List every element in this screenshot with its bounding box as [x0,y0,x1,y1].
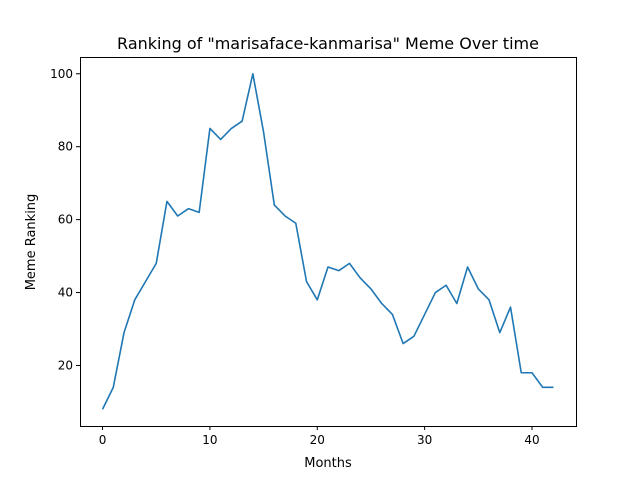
y-axis: 20 40 60 80 100 [50,67,80,372]
y-axis-label: Meme Ranking [24,194,39,291]
chart-title: Ranking of "marisaface-kanmarisa" Meme O… [117,34,539,53]
y-tick-label: 20 [58,358,73,372]
x-tick-label: 0 [99,433,107,447]
plot-area [80,57,577,427]
x-tick-label: 10 [202,433,217,447]
x-axis: 0 10 20 30 40 [99,426,540,447]
x-tick-label: 30 [417,433,432,447]
series-line [101,72,554,410]
series-layer [101,72,554,410]
x-tick-label: 40 [524,433,539,447]
x-axis-label: Months [304,456,352,471]
y-tick-label: 60 [58,213,73,227]
y-tick-label: 40 [58,286,73,300]
y-tick-label: 80 [58,140,73,154]
y-tick-label: 100 [50,67,73,81]
x-tick-label: 20 [310,433,325,447]
